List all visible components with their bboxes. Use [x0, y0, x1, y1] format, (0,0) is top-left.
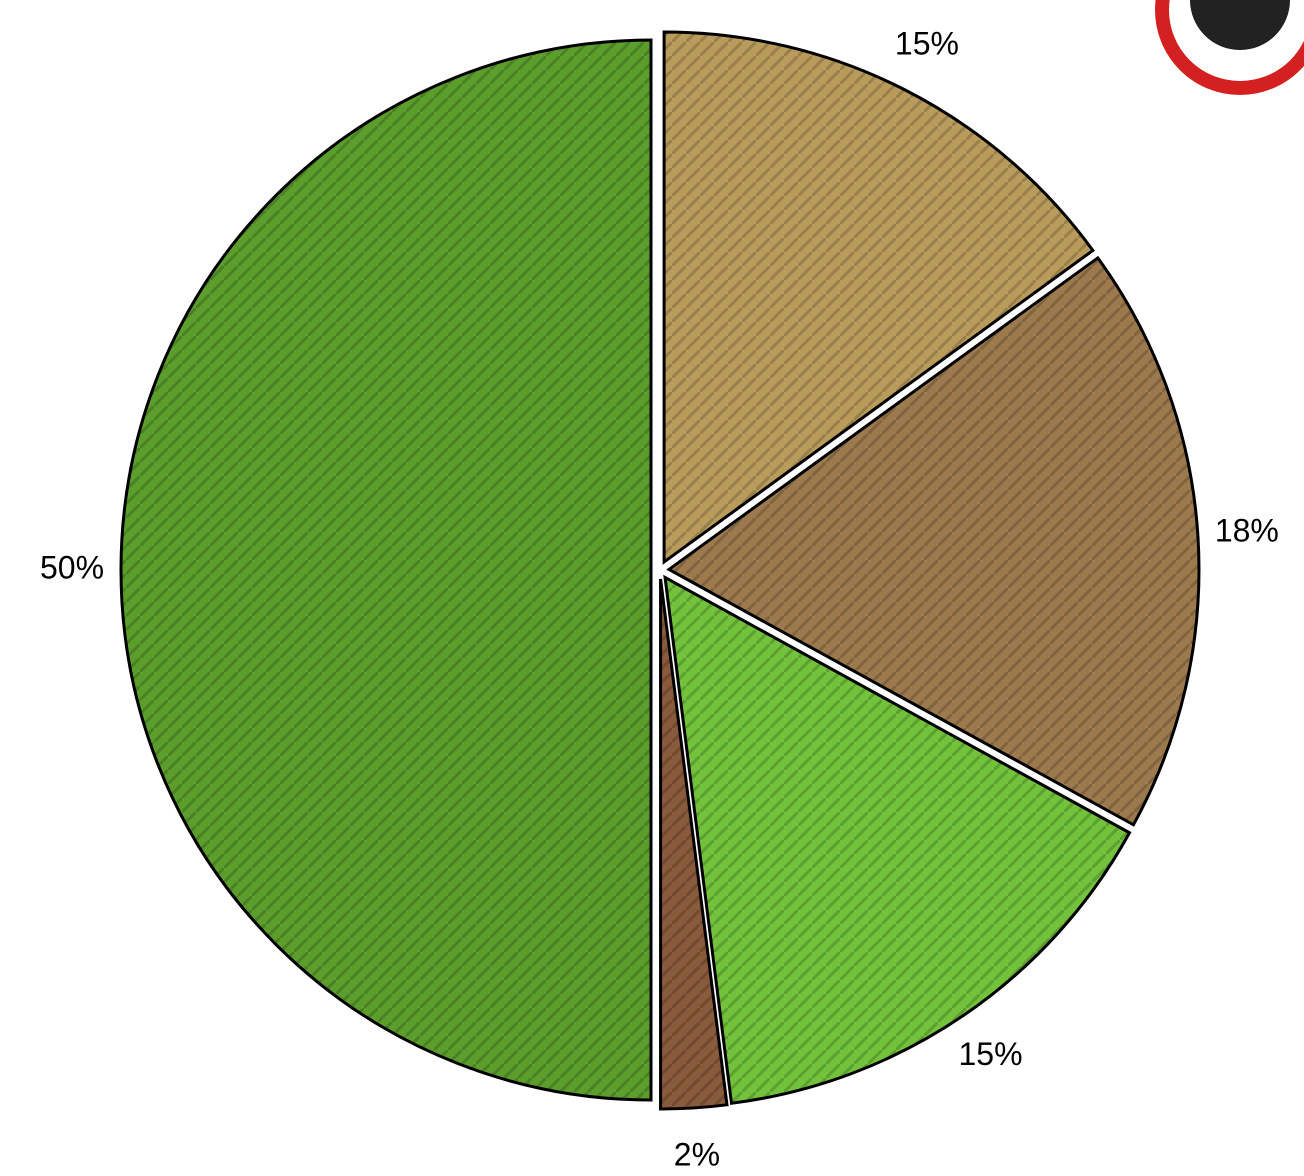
slice-texture	[660, 578, 727, 1109]
value-label: 15%	[895, 26, 959, 62]
value-label: 2%	[674, 1136, 720, 1172]
value-label: 18%	[1215, 513, 1279, 549]
logo	[1155, 0, 1304, 95]
slice-texture	[664, 31, 1093, 562]
slice-texture	[121, 40, 651, 1100]
value-label: 15%	[958, 1036, 1022, 1072]
value-label: 50%	[40, 549, 104, 585]
slice-texture	[668, 257, 1199, 825]
slice-texture	[665, 577, 1130, 1104]
